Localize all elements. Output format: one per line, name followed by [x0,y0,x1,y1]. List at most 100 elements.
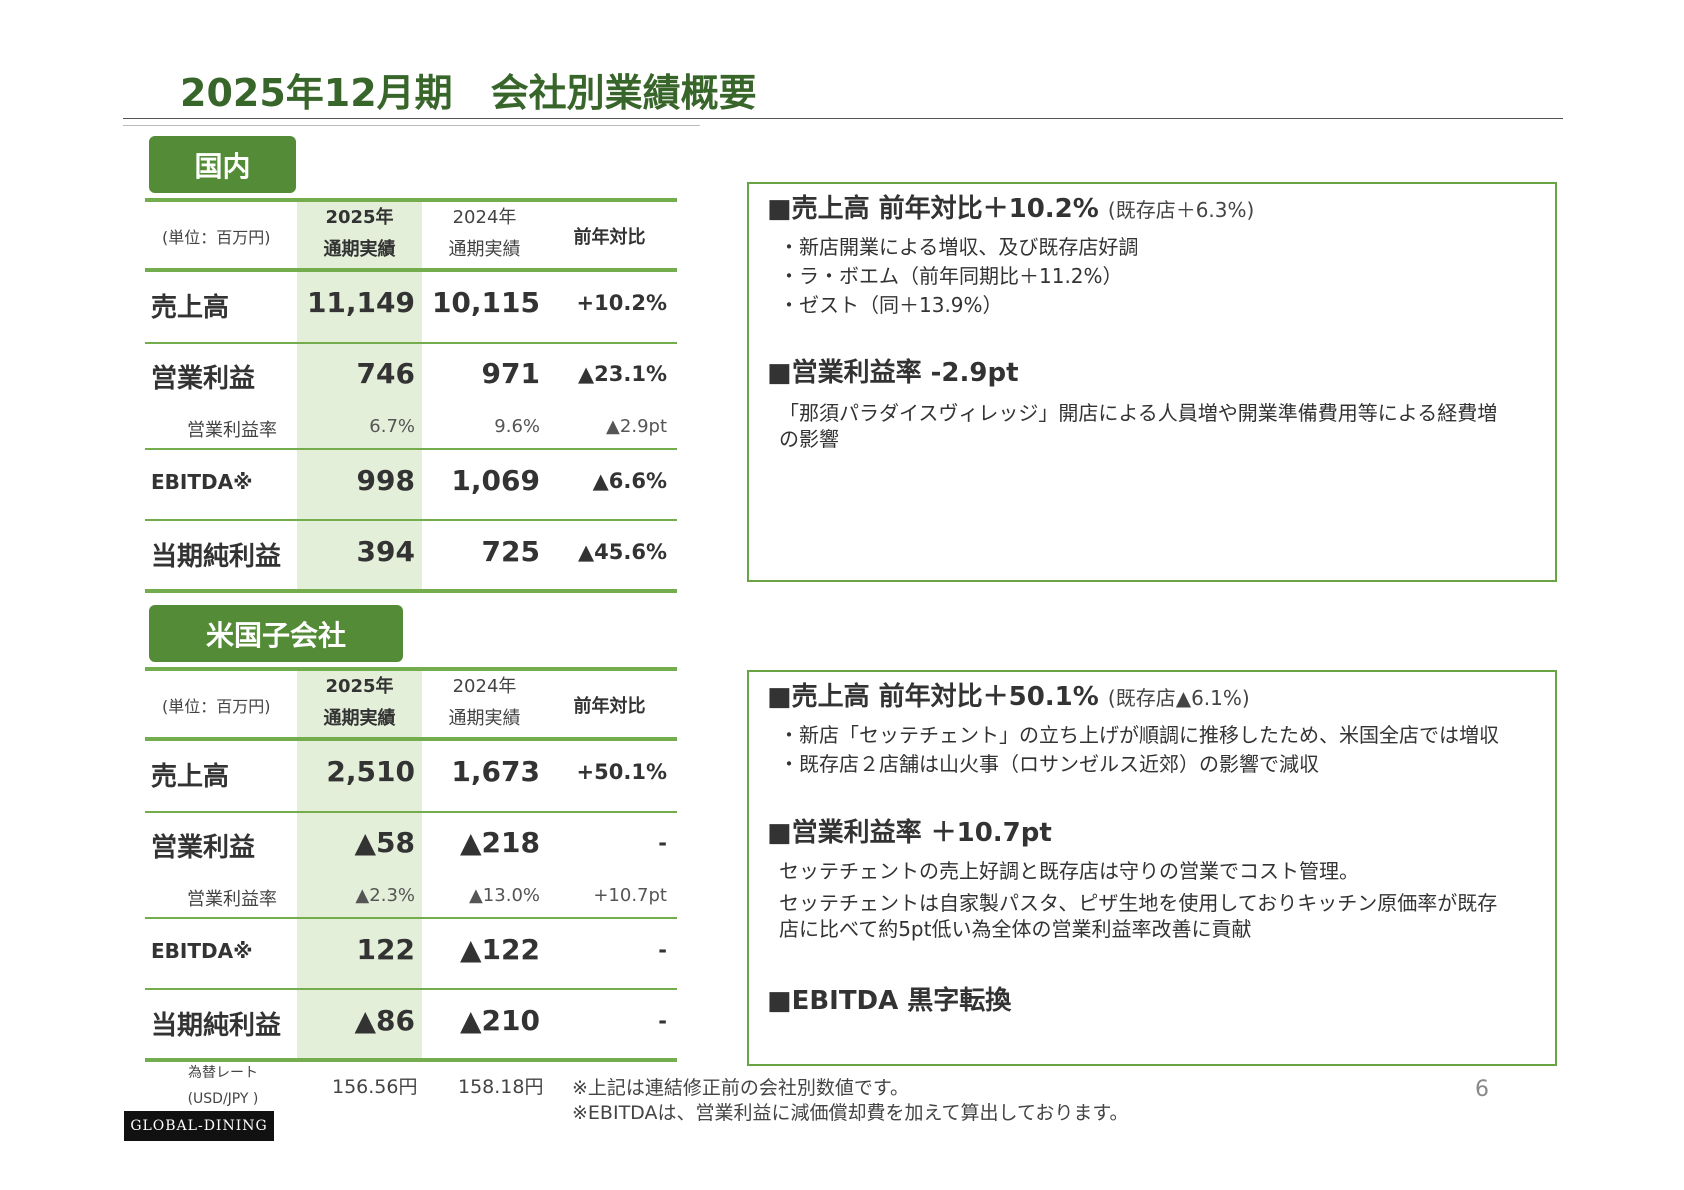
value-2024: 9.6% [494,416,540,437]
row-divider [145,342,677,344]
row-label: 当期純利益 [151,542,282,572]
summary-text: の影響 [779,427,839,451]
value-2024: 1,673 [451,755,540,788]
table-rule [145,589,677,593]
summary-text: 店に比べて約5pt低い為全体の営業利益率改善に貢献 [779,917,1252,941]
domestic-table: (単位：百万円) 2025年 通期実績 2024年 通期実績 前年対比 売上高 … [145,198,677,593]
row-divider [145,448,677,450]
value-2025: 11,149 [306,286,415,319]
row-label: 当期純利益 [151,1011,282,1041]
value-yoy: - [658,938,667,962]
header-yoy: 前年対比 [573,696,646,717]
value-2024: 725 [481,535,540,568]
section-tag-domestic: 国内 [149,136,296,193]
value-2024: 1,069 [451,464,540,497]
table-rule [145,268,677,272]
table-rule [145,1058,677,1062]
fx-label-currency: (USD/JPY ) [187,1091,259,1107]
section-tag-us: 米国子会社 [149,605,403,662]
value-yoy: +10.2% [576,291,667,315]
table-rule [145,198,677,202]
value-2024: ▲218 [460,826,540,859]
fx-value-2025: 156.56円 [332,1076,418,1098]
summary-heading-text: ■売上高 前年対比＋10.2% [767,194,1099,224]
page-title: 2025年12月期 会社別業績概要 [180,71,757,115]
value-2024: ▲13.0% [468,885,540,906]
highlight-column [297,198,422,589]
row-label: 営業利益率 [187,420,277,441]
summary-heading: ■売上高 前年対比＋50.1% (既存店▲6.1%) [767,676,1250,713]
fx-label: 為替レート [188,1065,258,1081]
header-2024-period: 通期実績 [448,708,521,729]
summary-heading-note: (既存店＋6.3%) [1107,198,1255,222]
header-2024-year: 2024年 [452,676,517,697]
value-2025: 998 [356,464,415,497]
header-2025-year: 2025年 [325,676,394,697]
us-table: (単位：百万円) 2025年 通期実績 2024年 通期実績 前年対比 売上高 … [145,667,677,1062]
summary-text: 「那須パラダイスヴィレッジ」開店による人員増や開業準備費用等による経費増 [779,401,1498,425]
row-label: EBITDA※ [151,939,253,963]
fx-value-2024: 158.18円 [458,1076,544,1098]
unit-label: (単位：百万円) [162,697,271,716]
row-label: 売上高 [151,762,230,792]
value-2025: 122 [356,933,415,966]
summary-heading-note: (既存店▲6.1%) [1107,686,1250,710]
highlight-column [297,667,422,1058]
row-divider [145,811,677,813]
summary-heading: ■営業利益率 -2.9pt [767,358,1019,388]
row-label: 営業利益 [151,833,256,863]
value-yoy: +50.1% [576,760,667,784]
title-subdivider [123,125,700,126]
header-2025-period: 通期実績 [323,239,396,260]
value-yoy: ▲6.6% [592,469,667,493]
value-2024: 971 [481,357,540,390]
row-divider [145,917,677,919]
value-2025: 6.7% [369,416,415,437]
summary-heading: ■営業利益率 ＋10.7pt [767,818,1052,848]
row-label: 営業利益率 [187,889,277,910]
value-2024: ▲210 [460,1004,540,1037]
header-yoy: 前年対比 [573,227,646,248]
summary-heading: ■売上高 前年対比＋10.2% (既存店＋6.3%) [767,188,1254,225]
table-rule [145,737,677,741]
row-label: 営業利益 [151,364,256,394]
table-rule [145,667,677,671]
company-logo: GLOBAL-DINING [123,1110,275,1142]
header-2024-year: 2024年 [452,207,517,228]
value-yoy: +10.7pt [593,885,667,906]
value-yoy: - [658,831,667,855]
value-2025: ▲2.3% [355,885,415,906]
unit-label: (単位：百万円) [162,228,271,247]
value-2025: ▲86 [354,1004,416,1037]
summary-heading: ■EBITDA 黒字転換 [767,986,1012,1016]
row-divider [145,519,677,521]
value-2024: 10,115 [431,286,540,319]
value-2025: ▲58 [354,826,416,859]
row-label: EBITDA※ [151,470,253,494]
summary-bullet: ・ラ・ボエム（前年同期比＋11.2%） [779,264,1123,288]
header-2024-period: 通期実績 [448,239,521,260]
value-yoy: - [658,1009,667,1033]
row-divider [145,988,677,990]
footnote: ※上記は連結修正前の会社別数値です。 [572,1077,910,1099]
value-2024: ▲122 [460,933,540,966]
domestic-summary-box: ■売上高 前年対比＋10.2% (既存店＋6.3%) ・新店開業による増収、及び… [747,182,1557,582]
value-yoy: ▲2.9pt [606,416,667,437]
title-divider [123,118,1563,119]
summary-heading-text: ■売上高 前年対比＋50.1% [767,682,1099,712]
footnote: ※EBITDAは、営業利益に減価償却費を加えて算出しております。 [572,1102,1129,1124]
value-2025: 394 [356,535,415,568]
value-yoy: ▲23.1% [577,362,667,386]
value-2025: 2,510 [326,755,415,788]
summary-bullet: ・新店「セッテチェント」の立ち上げが順調に推移したため、米国全店では増収 [779,723,1499,747]
header-2025-period: 通期実績 [323,708,396,729]
summary-bullet: ・新店開業による増収、及び既存店好調 [779,235,1139,259]
page-number: 6 [1475,1077,1489,1102]
row-label: 売上高 [151,293,230,323]
us-summary-box: ■売上高 前年対比＋50.1% (既存店▲6.1%) ・新店「セッテチェント」の… [747,670,1557,1066]
summary-bullet: ・既存店２店舗は山火事（ロサンゼルス近郊）の影響で減収 [779,752,1319,776]
summary-text: セッテチェントは自家製パスタ、ピザ生地を使用しておりキッチン原価率が既存 [779,891,1498,915]
header-2025-year: 2025年 [325,207,394,228]
value-2025: 746 [356,357,415,390]
summary-text: セッテチェントの売上好調と既存店は守りの営業でコスト管理。 [779,859,1359,883]
